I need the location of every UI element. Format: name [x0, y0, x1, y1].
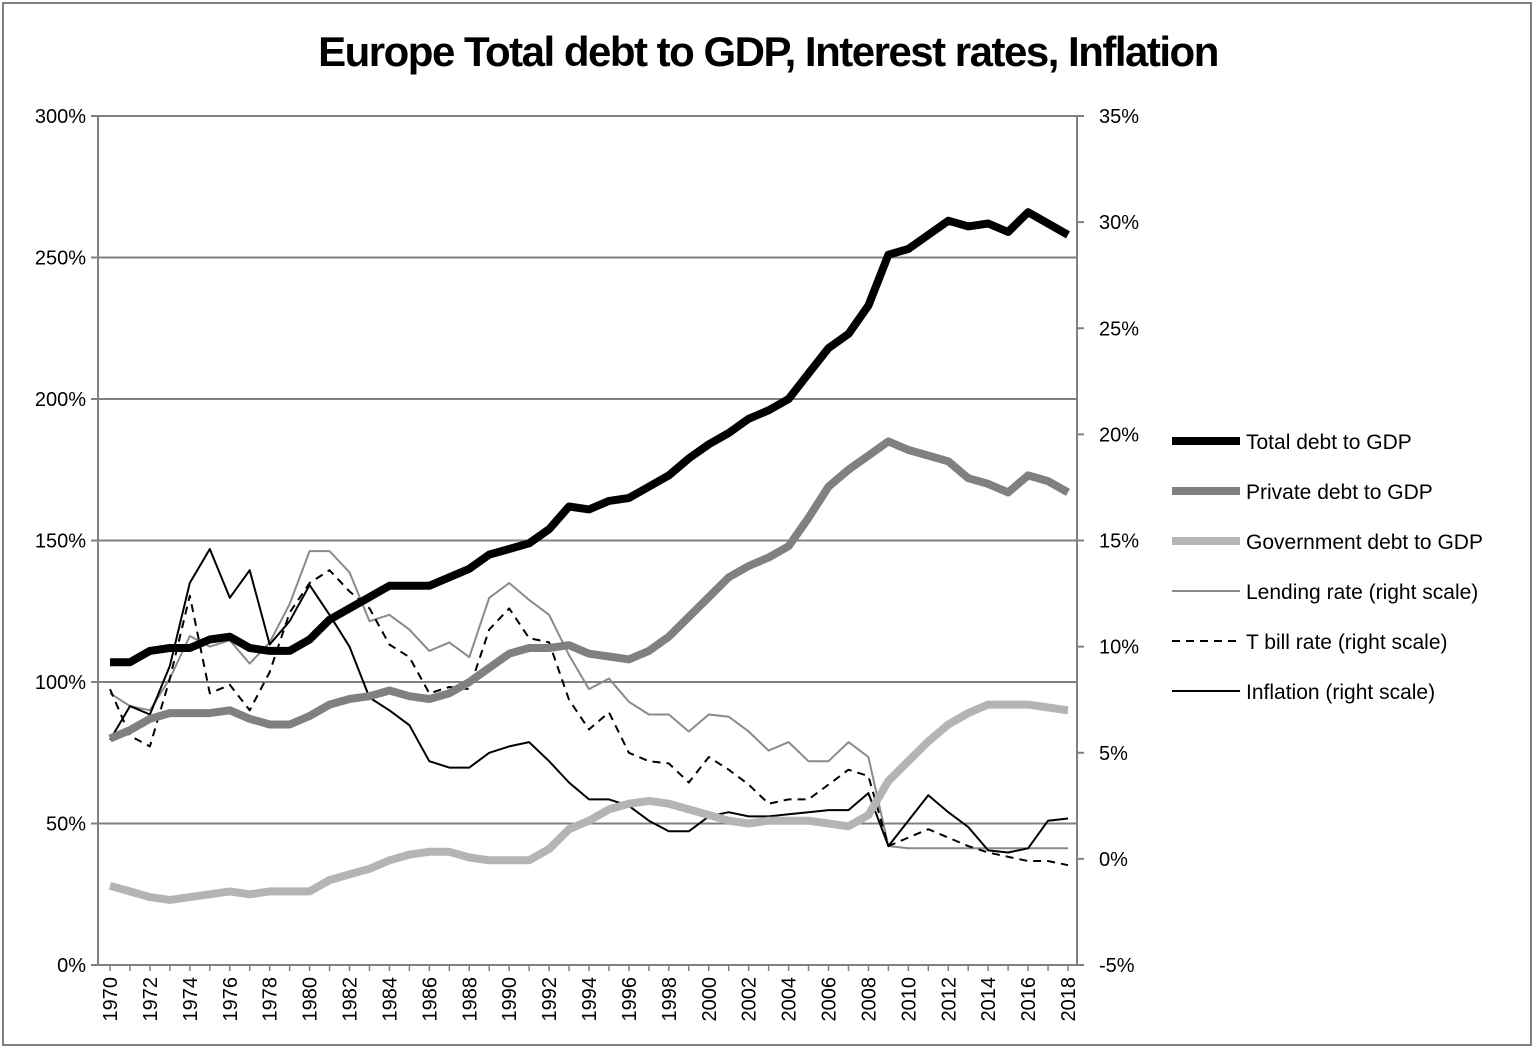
legend-label: Inflation (right scale) — [1246, 681, 1435, 704]
x-tick-label: 1990 — [499, 977, 521, 1022]
x-tick-label: 1982 — [340, 977, 362, 1022]
chart-title: Europe Total debt to GDP, Interest rates… — [318, 28, 1219, 75]
gridlines — [98, 115, 1077, 825]
y-left-tick-label: 150% — [35, 531, 86, 553]
x-tick-label: 1992 — [539, 977, 561, 1022]
x-tick-label: 2012 — [938, 977, 960, 1022]
y-right-tick-label: -5% — [1099, 955, 1135, 977]
y-right-tick-label: 35% — [1099, 106, 1139, 128]
axes: 0% 50% 100% 150% 200% 250% 300% -5% 0% 5% 10% 15% 20… — [35, 106, 1139, 1022]
y-right-tick-label: 5% — [1099, 743, 1128, 765]
x-tick-label: 1974 — [180, 977, 202, 1022]
x-tick-label: 1976 — [220, 977, 242, 1022]
series-line-lending-rate-right-scale — [109, 550, 1068, 850]
y-right-tick-label: 30% — [1099, 212, 1139, 234]
series-line-government-debt-to-gdp — [108, 700, 1069, 904]
legend-label: Government debt to GDP — [1246, 531, 1483, 554]
y-right-tick-label: 15% — [1099, 531, 1139, 553]
x-tick-label: 2014 — [978, 977, 1000, 1022]
y-right-tick-label: 25% — [1099, 318, 1139, 340]
x-tick-label: 1998 — [659, 977, 681, 1022]
series-line-t-bill-rate-right-scale — [109, 569, 1069, 867]
x-tick-label: 1996 — [619, 977, 641, 1022]
x-tick-label: 1994 — [579, 977, 601, 1022]
x-tick-label: 2000 — [699, 977, 721, 1022]
legend-label: Lending rate (right scale) — [1246, 581, 1478, 604]
legend: Total debt to GDP Private debt to GDP Gove… — [1172, 431, 1483, 704]
series-line-private-debt-to-gdp — [108, 437, 1070, 743]
y-left-tick-label: 300% — [35, 106, 86, 128]
x-tick-label: 2006 — [819, 977, 841, 1022]
x-tick-label: 1986 — [419, 977, 441, 1022]
series-lines — [108, 208, 1070, 904]
y-left-tick-label: 100% — [35, 672, 86, 694]
y-left-tick-label: 250% — [35, 248, 86, 270]
x-tick-label: 1988 — [459, 977, 481, 1022]
legend-label: Private debt to GDP — [1246, 481, 1433, 504]
y-right-tick-label: 20% — [1099, 424, 1139, 446]
series-line-inflation-right-scale — [109, 548, 1069, 854]
x-tick-label: 2008 — [858, 977, 880, 1022]
legend-label: Total debt to GDP — [1246, 431, 1412, 454]
x-tick-label: 1978 — [260, 977, 282, 1022]
y-right-tick-label: 0% — [1099, 849, 1128, 871]
y-left-tick-label: 0% — [57, 955, 86, 977]
y-left-tick-label: 50% — [46, 814, 86, 836]
x-tick-label: 2016 — [1018, 977, 1040, 1022]
x-tick-label: 2002 — [739, 977, 761, 1022]
x-tick-label: 1984 — [379, 977, 401, 1022]
x-tick-label: 1970 — [100, 977, 122, 1022]
y-right-tick-label: 10% — [1099, 637, 1139, 659]
x-tick-label: 2004 — [779, 977, 801, 1022]
y-left-tick-label: 200% — [35, 389, 86, 411]
x-tick-label: 2018 — [1058, 977, 1080, 1022]
x-tick-label: 1972 — [140, 977, 162, 1022]
legend-label: T bill rate (right scale) — [1246, 631, 1448, 654]
series-line-total-debt-to-gdp — [110, 208, 1070, 667]
x-tick-label: 2010 — [898, 977, 920, 1022]
x-tick-label: 1980 — [300, 977, 322, 1022]
